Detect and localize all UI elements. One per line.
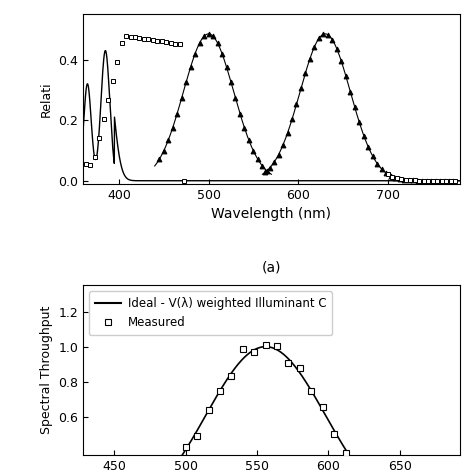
Y-axis label: Spectral Throughput: Spectral Throughput <box>39 306 53 435</box>
Text: (a): (a) <box>262 261 281 275</box>
Y-axis label: Relati: Relati <box>39 81 53 117</box>
X-axis label: Wavelength (nm): Wavelength (nm) <box>211 207 331 221</box>
Legend: Ideal - V(λ) weighted Illuminant C, Measured: Ideal - V(λ) weighted Illuminant C, Meas… <box>89 292 332 335</box>
